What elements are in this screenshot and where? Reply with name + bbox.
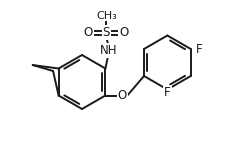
- Text: F: F: [196, 43, 202, 56]
- Text: CH₃: CH₃: [96, 11, 117, 20]
- Text: S: S: [103, 26, 110, 39]
- Text: NH: NH: [100, 44, 117, 57]
- Text: F: F: [164, 86, 171, 99]
- Text: O: O: [120, 26, 129, 39]
- Text: O: O: [84, 26, 93, 39]
- Text: O: O: [118, 89, 127, 102]
